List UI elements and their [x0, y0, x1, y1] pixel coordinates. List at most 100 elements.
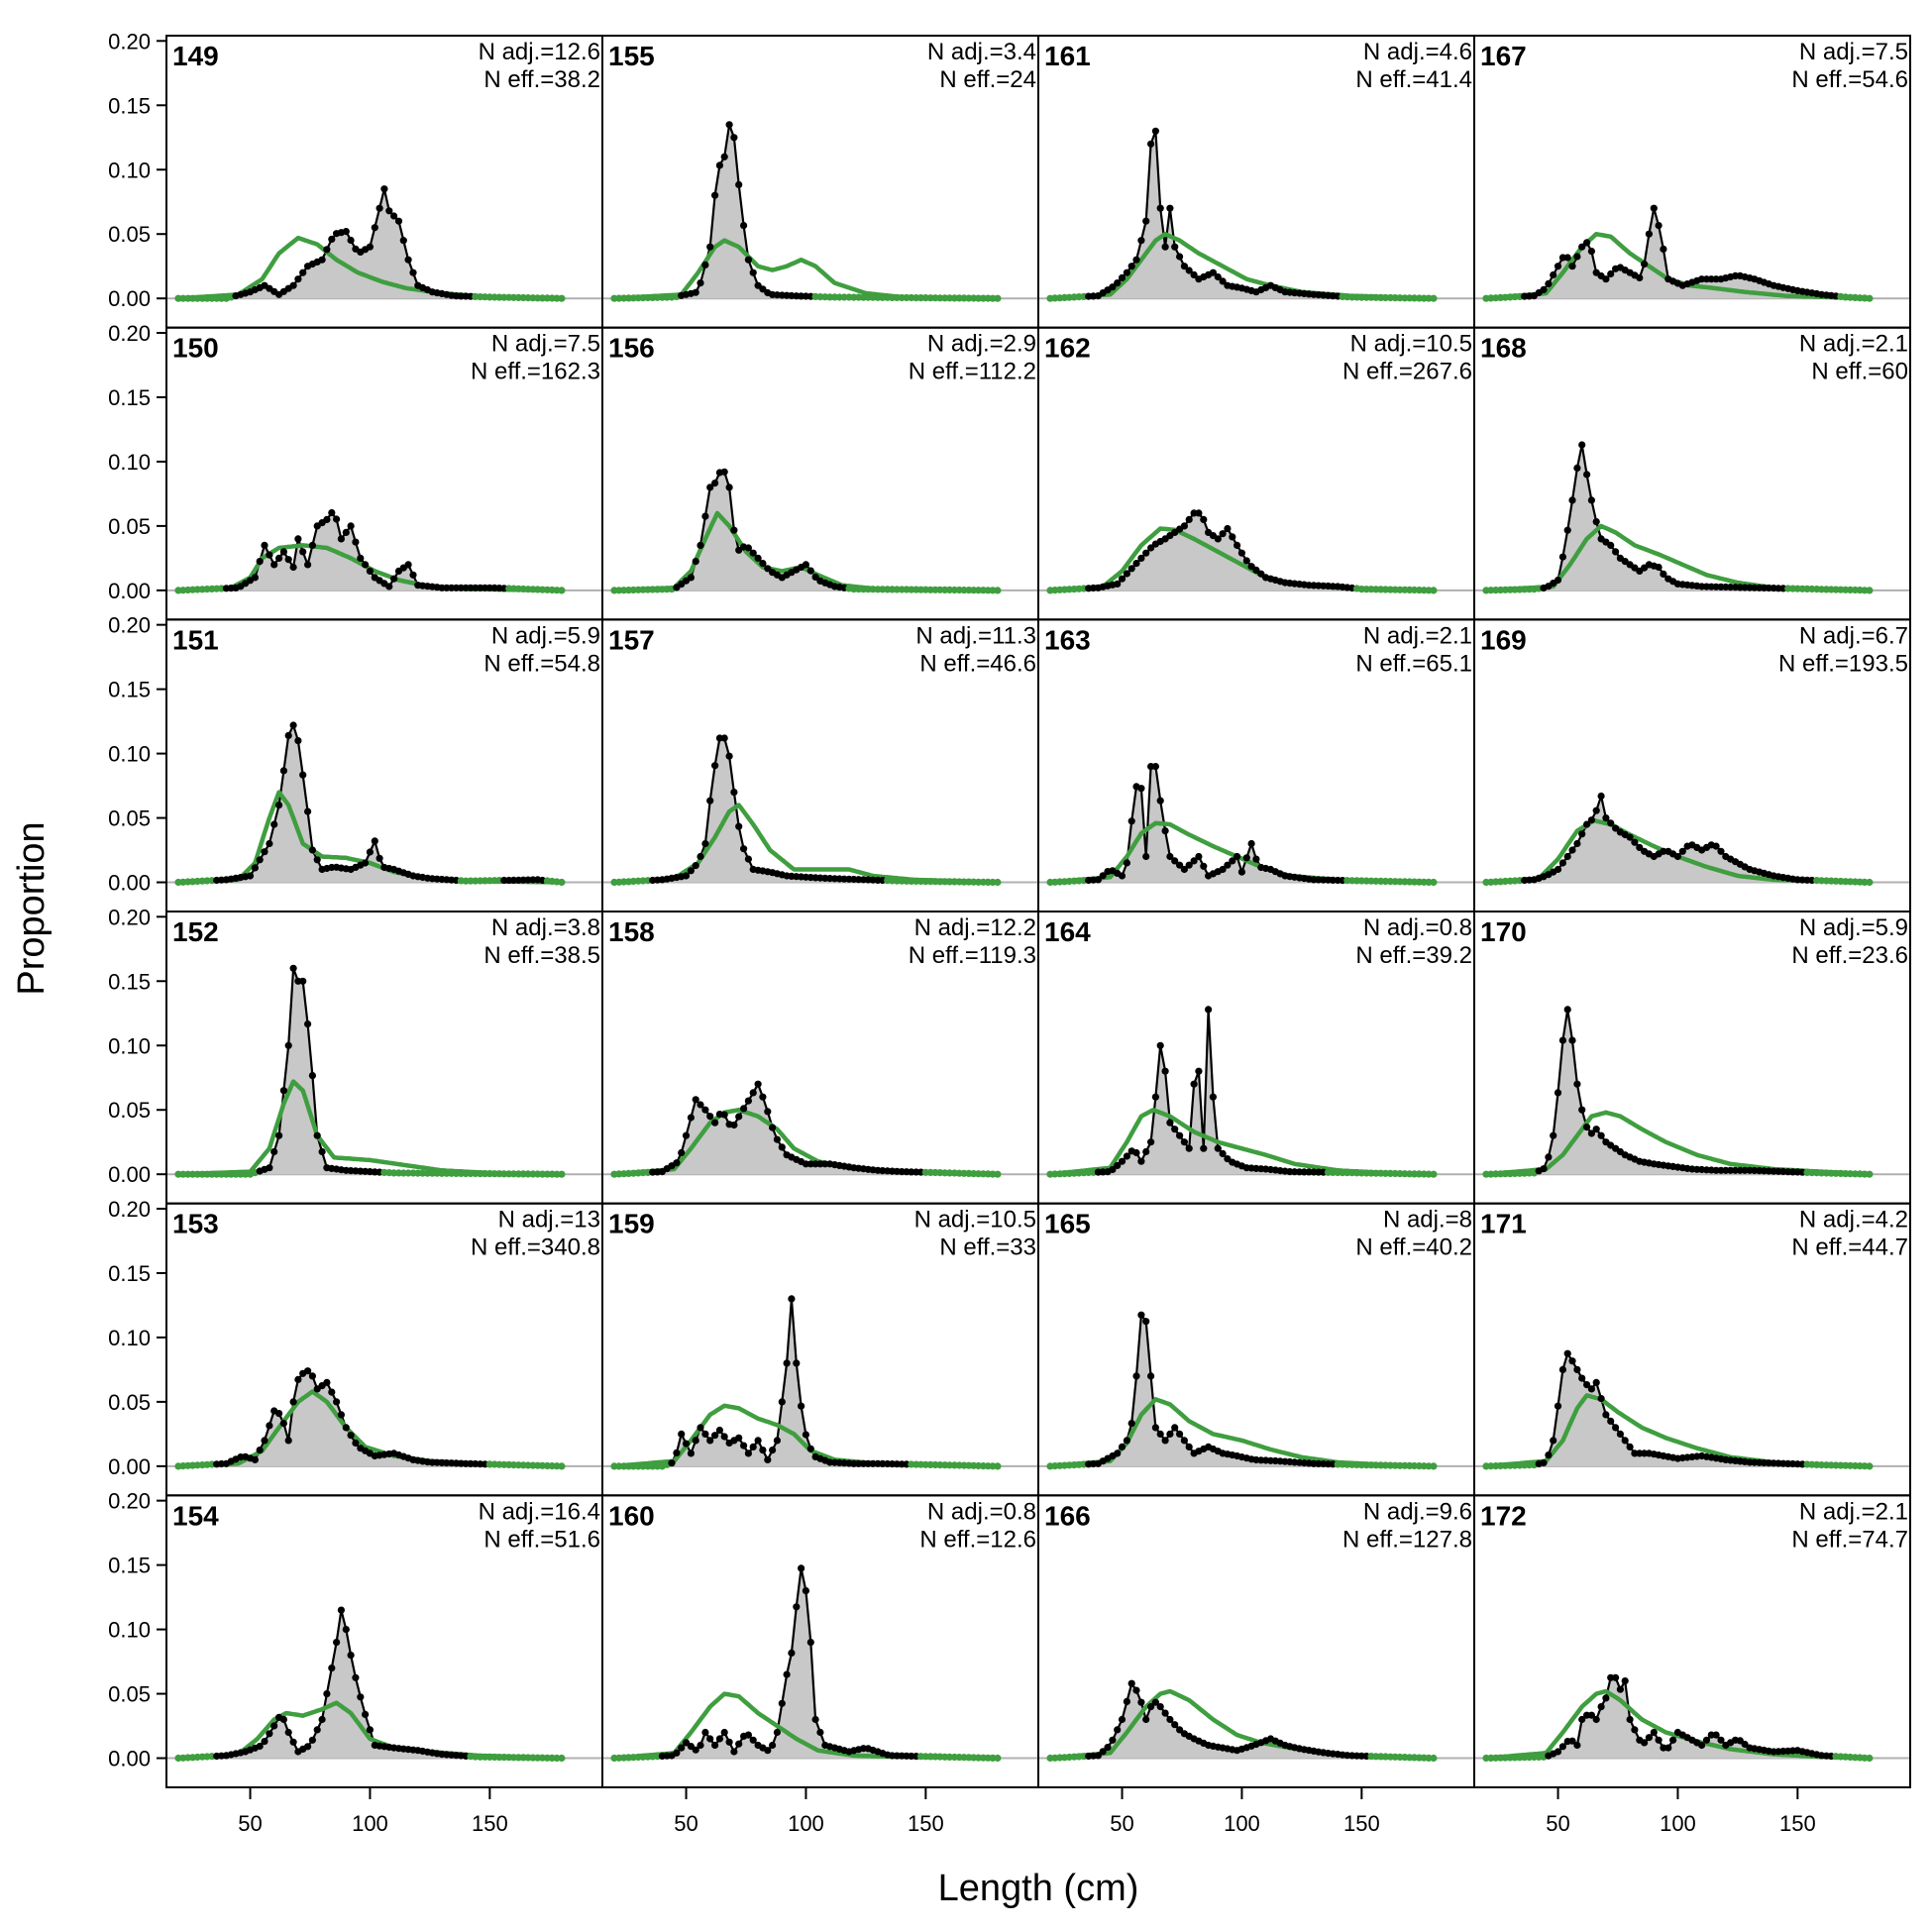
observed-point [289, 964, 297, 972]
observed-point [1592, 1378, 1600, 1386]
observed-point [1200, 862, 1208, 870]
observed-point [558, 878, 566, 887]
observed-point [1636, 843, 1644, 852]
observed-point [706, 243, 714, 251]
observed-point [1132, 256, 1140, 264]
y-tick-label: 0.00 [108, 1162, 151, 1187]
observed-point [701, 512, 709, 520]
observed-point [275, 554, 283, 563]
observed-point [1185, 515, 1193, 524]
observed-point [735, 1434, 743, 1442]
observed-point [802, 1431, 810, 1439]
observed-point [1631, 1726, 1639, 1734]
y-tick-label: 0.10 [108, 1033, 151, 1058]
observed-point [806, 1639, 814, 1647]
observed-point [788, 1649, 796, 1657]
observed-point [1568, 1036, 1576, 1044]
observed-point [706, 1113, 714, 1121]
observed-point [289, 281, 297, 289]
observed-point [1147, 1703, 1155, 1711]
observed-point [409, 268, 417, 276]
observed-point [1219, 865, 1227, 874]
observed-point [289, 563, 297, 572]
observed-point [1151, 763, 1159, 771]
observed-point [1185, 1443, 1193, 1450]
observed-point [725, 121, 733, 129]
observed-point [806, 567, 814, 575]
observed-point [362, 561, 370, 569]
panel-id-label: 161 [1044, 41, 1091, 71]
n-adj-label: N adj.=7.5 [491, 331, 600, 358]
observed-point [1214, 1144, 1222, 1152]
observed-point [308, 541, 316, 550]
observed-point [294, 737, 302, 745]
observed-point [1127, 1679, 1135, 1687]
n-eff-label: N eff.=38.2 [483, 66, 600, 93]
observed-point [740, 845, 748, 853]
observed-point [256, 856, 264, 864]
observed-point [1866, 1754, 1874, 1763]
observed-point [1554, 263, 1562, 270]
observed-point [1195, 509, 1203, 517]
panel-156: 156 N adj.=2.9N eff.=112.2 [601, 326, 1039, 621]
observed-point [1597, 1395, 1605, 1403]
observed-point [783, 1670, 791, 1678]
observed-point [1118, 575, 1127, 583]
x-tick-label: 150 [1343, 1811, 1380, 1836]
x-tick-label: 50 [1110, 1811, 1133, 1836]
observed-point [1180, 865, 1188, 874]
observed-point [362, 859, 370, 867]
observed-point [749, 549, 757, 557]
observed-point [1712, 842, 1720, 850]
observed-point [1866, 878, 1874, 887]
observed-line [1485, 444, 1870, 591]
observed-point [1573, 839, 1581, 848]
observed-point [1132, 1148, 1140, 1157]
observed-point [1430, 1462, 1438, 1470]
observed-point [788, 1295, 796, 1303]
observed-point [1094, 876, 1102, 884]
observed-point [1118, 1443, 1127, 1450]
observed-area [1486, 1353, 1870, 1466]
observed-point [1114, 1449, 1122, 1457]
observed-line [613, 736, 998, 884]
observed-point [366, 1726, 374, 1734]
observed-point [1114, 580, 1122, 589]
observed-point [1717, 847, 1725, 855]
observed-point [740, 1105, 748, 1113]
observed-point [256, 1447, 264, 1454]
observed-point [1568, 1737, 1576, 1745]
observed-point [759, 560, 767, 568]
observed-point [1866, 1170, 1874, 1178]
observed-area [614, 472, 998, 590]
n-adj-label: N adj.=4.6 [1363, 39, 1472, 65]
y-tick-label: 0.15 [108, 1261, 151, 1286]
y-tick-label: 0.05 [108, 1098, 151, 1123]
observed-point [1645, 1734, 1653, 1742]
observed-point [1109, 1736, 1117, 1744]
y-tick-label: 0.20 [108, 321, 151, 346]
panel-id-label: 166 [1044, 1500, 1091, 1531]
observed-point [1205, 1006, 1213, 1014]
observed-point [1176, 1430, 1184, 1438]
observed-point [342, 528, 350, 537]
observed-point [1123, 1697, 1130, 1705]
observed-line [1049, 130, 1434, 300]
observed-point [342, 228, 350, 236]
observed-point [366, 243, 374, 251]
observed-point [1094, 1752, 1102, 1760]
observed-point [404, 561, 412, 569]
observed-point [711, 191, 719, 199]
observed-point [270, 561, 278, 569]
observed-point [1137, 1311, 1145, 1319]
observed-point [323, 1690, 331, 1698]
observed-point [270, 820, 278, 828]
observed-point [371, 224, 378, 232]
observed-point [246, 872, 255, 880]
observed-point [730, 1121, 738, 1129]
observed-point [1151, 1424, 1159, 1432]
observed-point [1185, 267, 1193, 274]
observed-point [328, 508, 336, 517]
observed-point [701, 261, 709, 268]
